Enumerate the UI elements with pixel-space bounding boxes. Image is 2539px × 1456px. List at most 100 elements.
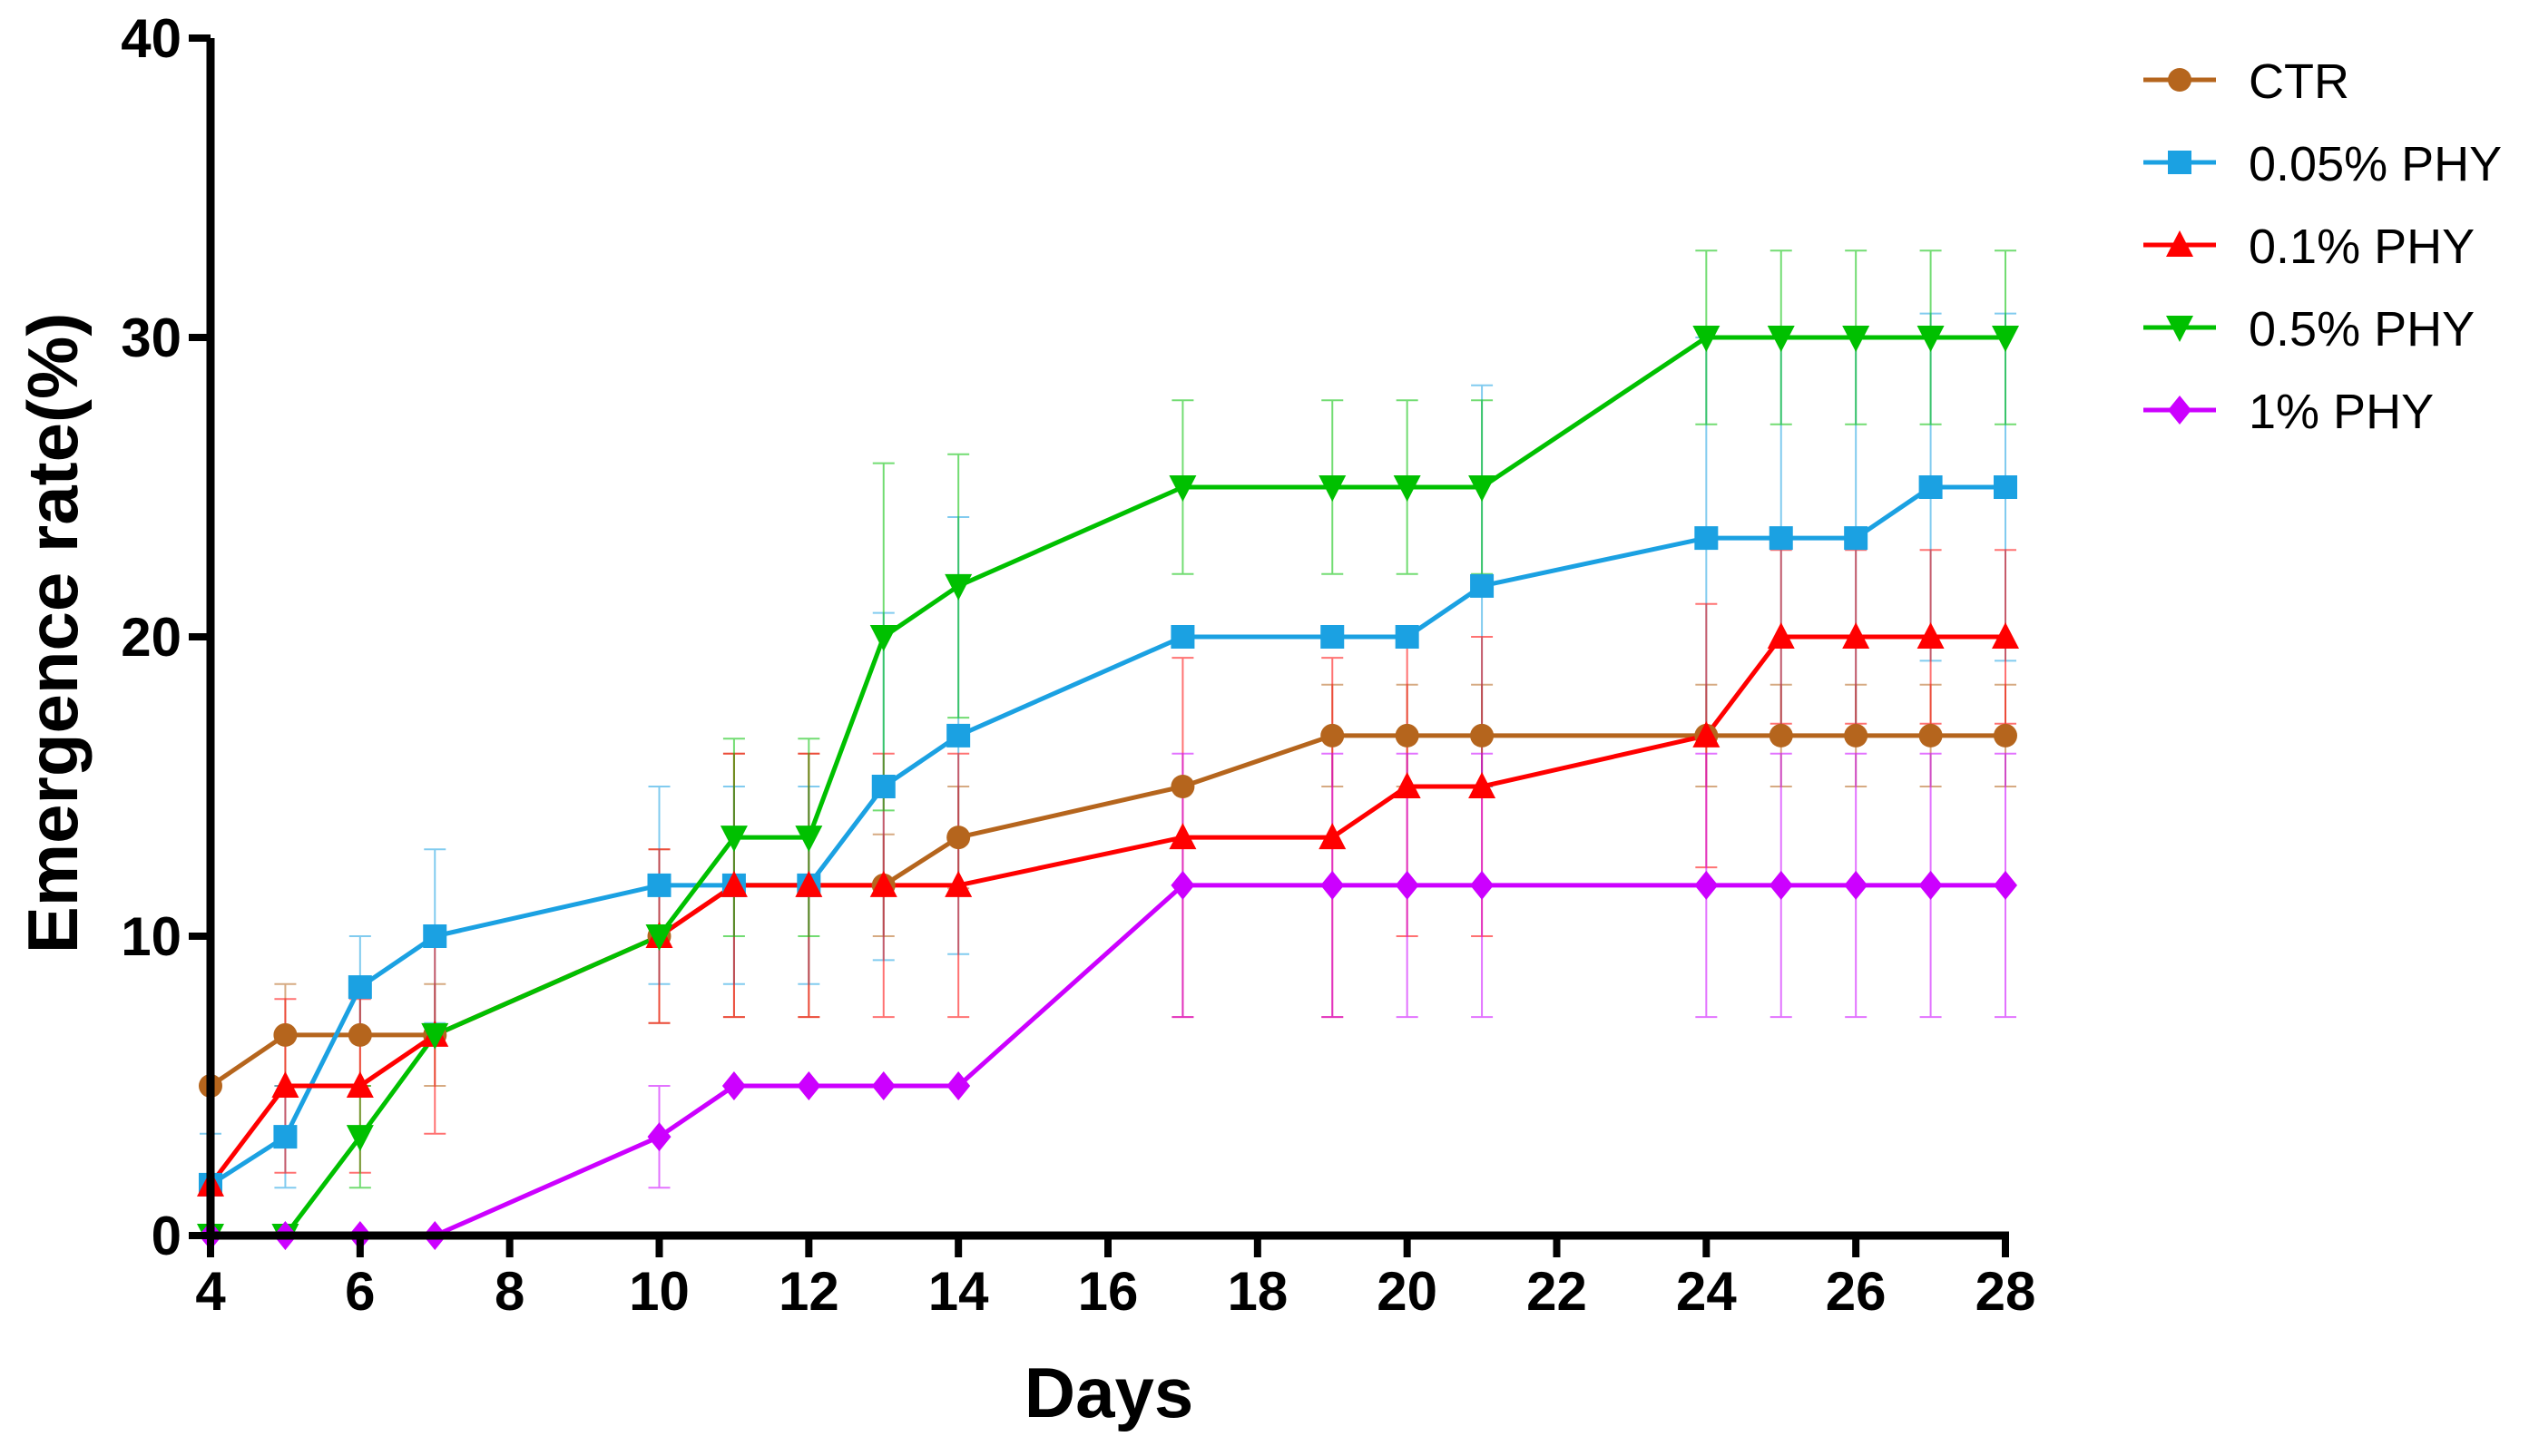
series-line-0 [209, 733, 2005, 1089]
data-point [1769, 723, 1793, 748]
legend-marker [2168, 396, 2191, 425]
data-point [1694, 870, 1719, 900]
data-point [1694, 526, 1719, 551]
ticks-layer: 4 6 8 10 12 14 16 18 20 22 24 26 28 0 10 20 30 40 [121, 8, 2035, 1322]
data-point [346, 1125, 374, 1152]
data-point [1844, 526, 1868, 551]
data-point [273, 1022, 298, 1047]
x-tick-label: 26 [1826, 1261, 1887, 1322]
series-line-4 [211, 883, 2005, 1238]
data-point [1171, 870, 1195, 900]
y-tick-label: 10 [121, 906, 181, 967]
legend-marker [2168, 151, 2191, 174]
data-point [1393, 475, 1421, 502]
data-point [1395, 625, 1419, 649]
data-point [1320, 625, 1345, 649]
data-point [945, 573, 973, 601]
data-point [1319, 823, 1347, 850]
data-point [795, 826, 823, 853]
data-point [1992, 326, 2019, 352]
x-axis-label: Days [1024, 1353, 1193, 1432]
x-tick-label: 22 [1526, 1261, 1587, 1322]
x-tick-label: 6 [345, 1261, 375, 1322]
data-point [647, 1122, 672, 1152]
data-point [1918, 723, 1943, 748]
data-point [1994, 475, 2017, 499]
data-point [1844, 723, 1868, 748]
data-point [346, 1071, 374, 1098]
data-point [1169, 475, 1197, 502]
data-point [1171, 775, 1195, 798]
data-point [720, 870, 748, 897]
data-point [945, 870, 973, 897]
data-point [869, 625, 897, 651]
data-point [1395, 870, 1419, 900]
x-tick-label: 14 [928, 1261, 989, 1322]
markers-layer [197, 326, 2019, 1250]
data-point [1842, 326, 1870, 352]
series-lines-layer [209, 335, 2005, 1238]
legend-marker [2166, 230, 2193, 257]
legend-label: 1% PHY [2249, 385, 2434, 439]
data-point [1918, 870, 1943, 900]
data-point [1842, 622, 1870, 649]
legend-label: 0.05% PHY [2249, 137, 2502, 191]
x-tick-label: 16 [1078, 1261, 1139, 1322]
legend: CTR 0.05% PHY 0.1% PHY 0.5% PHY 1% PHY [2143, 54, 2502, 439]
legend-label: 0.5% PHY [2249, 302, 2475, 357]
data-point [1470, 723, 1495, 748]
data-point [946, 826, 971, 850]
data-point [273, 1125, 298, 1149]
data-point [795, 870, 823, 897]
series-line-3 [211, 335, 2005, 1238]
data-point [1319, 475, 1347, 502]
data-point [1393, 772, 1421, 798]
data-point [1171, 625, 1195, 649]
data-point [1470, 870, 1495, 900]
data-point [1395, 723, 1419, 748]
x-tick-label: 4 [195, 1261, 226, 1322]
legend-label: 0.1% PHY [2249, 220, 2475, 274]
data-point [1692, 720, 1720, 748]
x-tick-label: 28 [1975, 1261, 2036, 1322]
data-point [1844, 870, 1868, 900]
data-point [1769, 870, 1793, 900]
data-point [348, 1022, 372, 1047]
legend-label: CTR [2249, 54, 2349, 109]
data-point [1767, 326, 1795, 352]
y-tick-label: 30 [121, 308, 181, 368]
y-tick-label: 40 [121, 8, 181, 69]
data-point [871, 775, 896, 798]
data-point [1470, 573, 1495, 598]
data-point [1994, 723, 2017, 748]
data-point [1320, 870, 1345, 900]
data-point [647, 873, 672, 897]
data-point [423, 924, 447, 948]
data-point [720, 826, 748, 853]
data-point [1692, 326, 1720, 352]
y-axis-label: Emergence rate(%) [13, 313, 93, 954]
x-tick-label: 24 [1676, 1261, 1737, 1322]
data-point [1169, 823, 1197, 850]
data-point [1468, 772, 1496, 798]
data-point [721, 1071, 746, 1100]
data-point [1917, 622, 1945, 649]
x-tick-label: 20 [1377, 1261, 1437, 1322]
series-line-1 [209, 484, 2005, 1187]
legend-marker [2166, 316, 2193, 342]
data-point [946, 1071, 971, 1100]
x-tick-label: 10 [629, 1261, 690, 1322]
series-line-2 [209, 634, 2005, 1187]
data-point [1994, 870, 2017, 900]
y-tick-label: 20 [121, 607, 181, 668]
axes-layer [206, 38, 2009, 1240]
y-tick-label: 0 [152, 1206, 181, 1266]
data-point [271, 1071, 299, 1098]
data-point [871, 1071, 896, 1100]
data-point [1918, 475, 1943, 499]
data-point [946, 723, 971, 748]
data-point [1767, 622, 1795, 649]
data-point [1769, 526, 1793, 551]
data-point [1992, 622, 2019, 649]
